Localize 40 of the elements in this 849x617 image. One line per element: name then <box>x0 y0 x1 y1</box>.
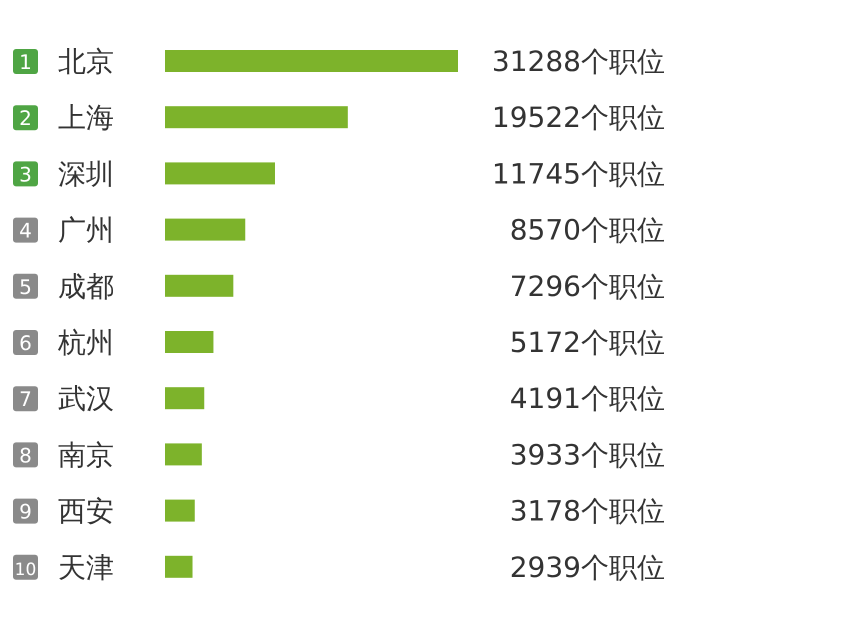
bar <box>165 556 193 578</box>
data-label: 5172个职位 <box>510 326 665 359</box>
bar <box>165 162 275 184</box>
text: 8 <box>19 443 32 468</box>
text: 1 <box>19 50 32 74</box>
data-label: 8570个职位 <box>510 214 665 247</box>
y-tick-label: 北京 <box>58 45 114 78</box>
bar <box>165 500 195 522</box>
data-label: 3933个职位 <box>510 438 665 472</box>
y-tick-label: 天津 <box>58 550 114 584</box>
y-tick-label: 深圳 <box>58 157 114 190</box>
data-label: 11745个职位 <box>492 157 665 190</box>
text: 7 <box>19 387 32 412</box>
bar <box>165 331 214 353</box>
text: 3 <box>19 162 32 186</box>
bar <box>165 274 234 297</box>
y-tick-label: 上海 <box>58 101 114 134</box>
data-label: 2939个职位 <box>510 550 665 584</box>
y-tick-label: 南京 <box>58 438 114 472</box>
y-tick-label: 广州 <box>58 214 114 247</box>
y-tick-label: 武汉 <box>58 382 114 416</box>
bar <box>165 50 458 72</box>
data-label: 3178个职位 <box>510 494 665 528</box>
bar <box>165 106 348 128</box>
text: 2 <box>19 106 32 130</box>
text: 4 <box>19 218 32 243</box>
text: 10 <box>14 560 36 580</box>
bar <box>165 218 246 241</box>
bar <box>165 387 204 410</box>
data-label: 31288个职位 <box>492 45 665 78</box>
y-tick-label: 西安 <box>58 494 114 528</box>
bar <box>165 443 202 466</box>
data-label: 19522个职位 <box>492 101 665 134</box>
y-tick-label: 成都 <box>58 270 114 303</box>
data-label: 7296个职位 <box>510 270 665 303</box>
data-label: 4191个职位 <box>510 382 665 416</box>
y-tick-label: 杭州 <box>57 326 114 359</box>
text: 5 <box>19 274 32 299</box>
text: 9 <box>19 500 32 524</box>
text: 6 <box>19 331 32 355</box>
